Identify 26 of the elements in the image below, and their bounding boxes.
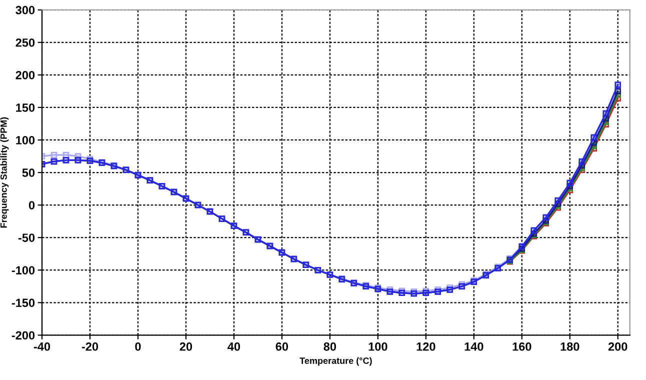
x-tick-label: 60 (276, 342, 288, 351)
y-tick-label: 50 (22, 168, 35, 177)
y-tick-label: -150 (12, 298, 35, 308)
x-tick-label: 120 (416, 342, 436, 351)
x-tick-label: 160 (512, 342, 532, 351)
x-tick-label: 0 (135, 342, 141, 351)
x-tick-label: 40 (228, 342, 240, 351)
x-tick-label: 200 (608, 342, 628, 351)
x-tick-label: 80 (324, 342, 336, 351)
x-tick-label: 140 (464, 342, 484, 351)
y-tick-label: 0 (28, 201, 35, 210)
x-tick-label: 180 (560, 342, 580, 351)
y-tick-label: 200 (16, 70, 35, 80)
y-tick-label: -100 (12, 266, 35, 274)
y-tick-label: 300 (16, 6, 35, 14)
x-tick-label: 20 (180, 342, 192, 351)
y-tick-label: 150 (16, 104, 35, 112)
y-tick-label: -200 (12, 331, 35, 340)
y-tick-label: 100 (16, 136, 35, 144)
x-axis-title: Temperature (°C) (300, 357, 372, 366)
y-tick-label: 250 (16, 38, 35, 47)
x-tick-label: -20 (82, 342, 98, 351)
x-tick-label: -40 (34, 342, 50, 351)
x-tick-label: 100 (368, 342, 388, 351)
y-axis-title: Frequency Stability (PPM) (0, 117, 9, 228)
y-tick-label: -50 (18, 234, 35, 242)
